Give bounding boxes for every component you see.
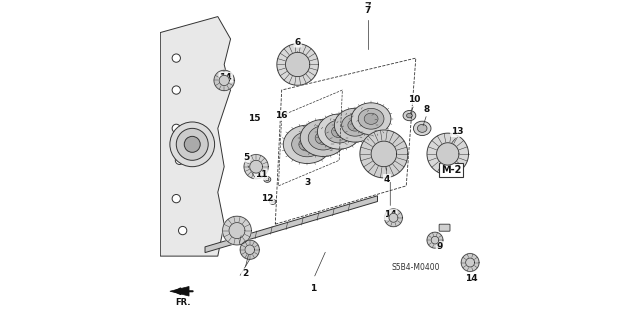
Ellipse shape [413,121,431,136]
Polygon shape [245,245,255,254]
Polygon shape [219,75,229,85]
Circle shape [184,136,200,152]
Text: FR.: FR. [175,298,191,307]
Circle shape [172,86,180,94]
Ellipse shape [403,110,416,121]
Polygon shape [385,209,403,227]
Polygon shape [431,236,439,244]
Circle shape [172,54,180,62]
Polygon shape [285,52,310,76]
Text: M-2: M-2 [441,165,461,175]
Ellipse shape [269,199,276,204]
Ellipse shape [299,138,316,151]
Text: 2: 2 [242,269,248,278]
Polygon shape [214,70,234,91]
Text: 7: 7 [365,6,371,15]
Text: 16: 16 [275,111,287,120]
Polygon shape [277,44,319,85]
Polygon shape [205,196,378,252]
Ellipse shape [348,119,362,131]
Ellipse shape [317,114,361,149]
Polygon shape [223,216,252,245]
Text: 12: 12 [261,194,273,203]
Polygon shape [427,133,468,175]
Text: 11: 11 [255,170,267,179]
Ellipse shape [300,119,346,156]
Text: 13: 13 [451,127,463,136]
Text: 10: 10 [408,95,420,104]
Polygon shape [229,223,245,238]
Ellipse shape [271,201,274,203]
Circle shape [170,122,214,167]
Ellipse shape [332,125,347,138]
Text: 14: 14 [220,73,232,82]
Polygon shape [160,17,230,256]
Text: 4: 4 [384,175,390,184]
Ellipse shape [351,103,391,135]
Ellipse shape [315,132,332,144]
Ellipse shape [364,113,378,124]
Polygon shape [170,286,189,296]
Ellipse shape [342,114,369,136]
Polygon shape [244,155,268,179]
Polygon shape [240,240,259,259]
Text: S5B4-M0400: S5B4-M0400 [392,263,440,272]
Polygon shape [436,143,459,165]
Ellipse shape [358,108,384,129]
Ellipse shape [266,178,269,181]
Polygon shape [371,141,397,167]
Circle shape [176,128,208,160]
Circle shape [179,227,187,235]
Ellipse shape [292,132,323,157]
Ellipse shape [406,113,412,118]
Text: 3: 3 [304,178,310,187]
Polygon shape [427,232,443,248]
Text: 9: 9 [436,242,443,251]
Text: 14: 14 [465,274,478,283]
Ellipse shape [308,126,338,150]
Ellipse shape [284,125,331,164]
Ellipse shape [417,124,427,132]
FancyBboxPatch shape [439,224,450,231]
Polygon shape [461,253,479,271]
Circle shape [175,156,184,164]
Polygon shape [466,258,475,267]
Circle shape [172,195,180,203]
Text: 5: 5 [243,153,250,162]
Ellipse shape [334,108,376,142]
Polygon shape [389,213,398,222]
Text: 6: 6 [294,38,301,47]
Text: 14: 14 [384,210,397,219]
Polygon shape [250,160,262,173]
Text: 15: 15 [248,114,260,123]
Text: 7: 7 [365,2,371,12]
Polygon shape [360,130,408,178]
Circle shape [172,124,180,132]
Ellipse shape [325,120,353,143]
Text: 1: 1 [310,284,317,292]
Ellipse shape [264,177,271,182]
Text: 8: 8 [424,105,430,114]
